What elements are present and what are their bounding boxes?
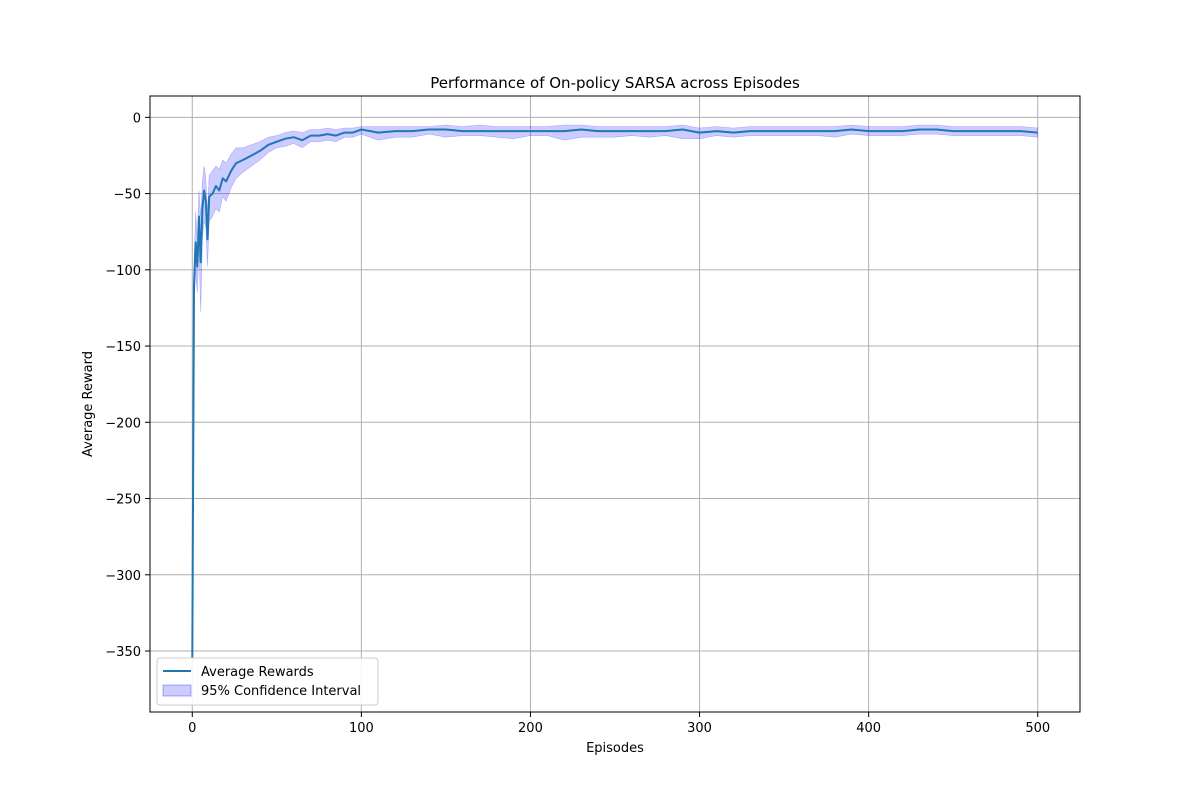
chart-title: Performance of On-policy SARSA across Ep… — [430, 74, 800, 92]
confidence-band-layer — [192, 124, 1038, 662]
average-rewards-line — [191, 128, 1038, 659]
y-tick-label: −350 — [105, 645, 141, 660]
y-tick-label: −100 — [105, 264, 141, 279]
y-tick-label: 0 — [133, 111, 141, 126]
grid — [150, 96, 1080, 712]
y-axis-label: Average Reward — [81, 351, 96, 457]
line-layer — [191, 128, 1038, 659]
x-axis-label: Episodes — [586, 741, 644, 756]
plot-area-frame — [149, 95, 1081, 713]
y-tick-label: −50 — [114, 188, 141, 203]
legend: Average Rewards 95% Confidence Interval — [156, 657, 379, 706]
legend-band-swatch — [162, 684, 192, 697]
y-tick-label: −150 — [105, 340, 141, 355]
x-tick-label: 400 — [856, 721, 881, 736]
y-tick-label: −200 — [105, 416, 141, 431]
x-tick-label: 200 — [518, 721, 543, 736]
x-tick-label: 100 — [349, 721, 374, 736]
y-tick-label: −250 — [105, 493, 141, 508]
x-tick-label: 0 — [188, 721, 196, 736]
legend-label-confidence-interval: 95% Confidence Interval — [201, 684, 361, 699]
ticks: 0 100 200 300 400 500 0 −50 −100 −150 −200 −250 −300… — [105, 111, 1050, 736]
legend-label-average-rewards: Average Rewards — [201, 665, 314, 680]
x-tick-label: 300 — [687, 721, 712, 736]
x-tick-label: 500 — [1025, 721, 1050, 736]
y-tick-label: −300 — [105, 569, 141, 584]
confidence-interval-band — [192, 124, 1038, 662]
legend-box — [156, 657, 379, 706]
